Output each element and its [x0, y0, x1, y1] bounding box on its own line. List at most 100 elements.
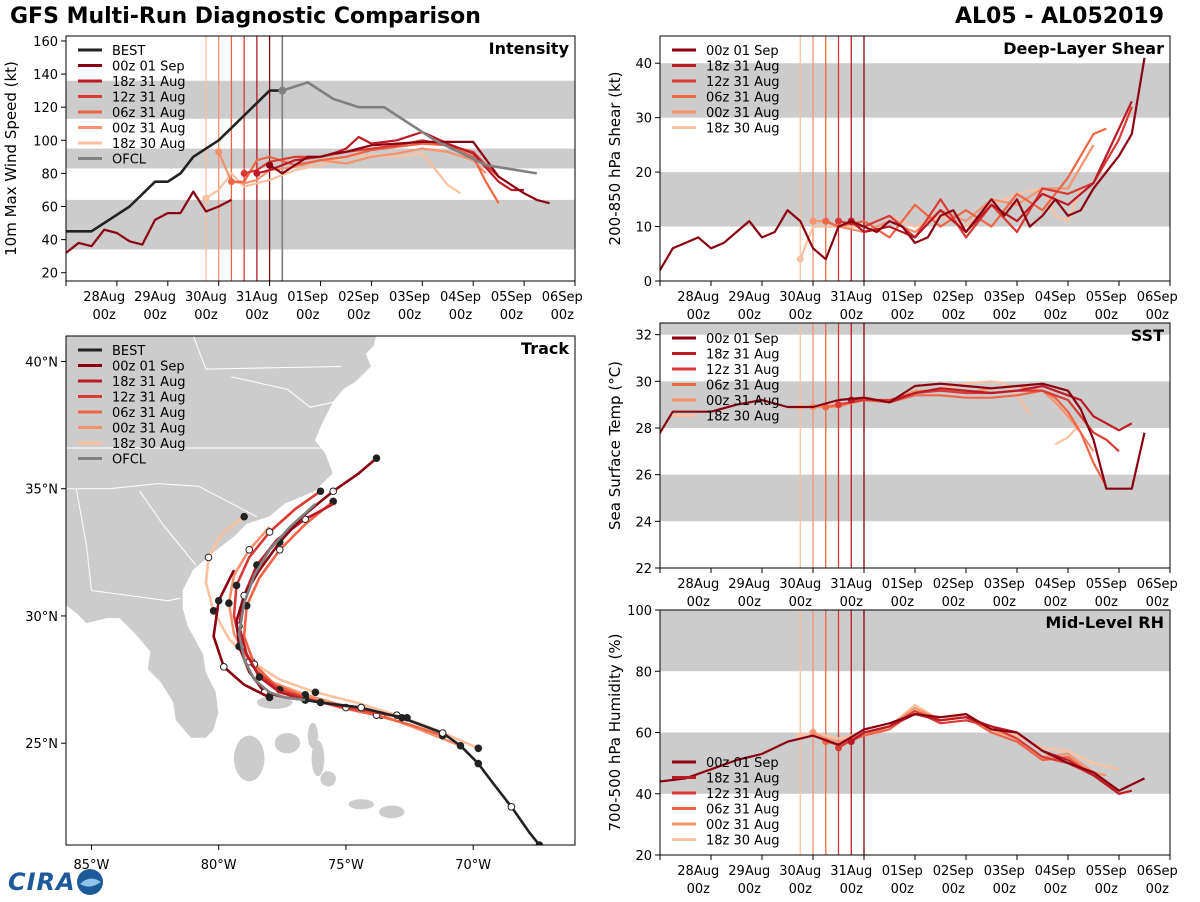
page-title: GFS Multi-Run Diagnostic Comparison: [10, 4, 481, 29]
rh-xtick-hour: 00z: [1044, 882, 1068, 897]
shear-series-line: [660, 57, 1146, 272]
rh-xtick-date: 02Sep: [933, 864, 974, 879]
sst-xtick-date: 01Sep: [882, 577, 923, 592]
track-legend-label: BEST: [112, 344, 145, 359]
cira-logo-text: CIRA: [8, 868, 76, 896]
rh-xtick-hour: 00z: [891, 882, 915, 897]
shear-legend-label: 00z 31 Aug: [706, 106, 780, 121]
sst-xtick-hour: 00z: [840, 595, 864, 610]
shear-ytick-label: 0: [644, 275, 652, 290]
shear-xtick-date: 30Aug: [779, 290, 821, 305]
intensity-ytick-label: 80: [41, 167, 58, 182]
intensity-series-line: [281, 81, 538, 175]
rh-shade-band: [660, 732, 1170, 794]
intensity-xtick-date: 31Aug: [236, 290, 278, 305]
state-border: [66, 483, 258, 518]
sst-ytick-label: 24: [635, 515, 652, 530]
sst-legend-label: 12z 31 Aug: [706, 363, 780, 378]
rh-init-point: [835, 744, 842, 752]
rh-xtick-date: 04Sep: [1035, 864, 1076, 879]
track-xtick-label: 70°W: [455, 858, 491, 873]
intensity-ytick-label: 40: [41, 234, 58, 249]
sst-xtick-hour: 00z: [789, 595, 813, 610]
intensity-xtick-hour: 00z: [500, 308, 524, 323]
shear-init-point: [809, 217, 817, 225]
shear-legend-label: 18z 30 Aug: [706, 122, 780, 137]
intensity-shade-band: [66, 199, 575, 250]
track-marker: [507, 803, 516, 811]
shear-title: Deep-Layer Shear: [1003, 39, 1164, 58]
intensity-xtick-date: 06Sep: [542, 290, 583, 305]
intensity-xtick-hour: 00z: [449, 308, 473, 323]
rh-xtick-hour: 00z: [687, 882, 711, 897]
sst-xtick-date: 28Aug: [677, 577, 719, 592]
sst-xtick-hour: 00z: [1044, 595, 1068, 610]
intensity-ytick-label: 160: [33, 35, 58, 50]
track-marker: [474, 759, 483, 768]
track-marker: [438, 729, 447, 737]
island: [256, 696, 293, 709]
intensity-ytick-label: 120: [33, 101, 58, 116]
track-xtick-label: 75°W: [328, 858, 364, 873]
track-xtick-label: 85°W: [73, 858, 109, 873]
track-line: [237, 503, 317, 702]
sst-xtick-date: 29Aug: [728, 577, 770, 592]
sst-panel: 22 24 26 28 30 32 28Aug 00z 29Aug 00z 30Aug 00z 31Au…: [606, 322, 1178, 610]
sst-legend-label: 00z 31 Aug: [706, 394, 780, 409]
rh-ytick-label: 100: [627, 604, 652, 619]
rh-series-line: [660, 712, 1145, 792]
intensity-xtick-date: 02Sep: [338, 290, 379, 305]
track-line: [212, 569, 271, 699]
sst-xtick-hour: 00z: [1146, 595, 1170, 610]
track-title: Track: [521, 339, 569, 358]
shear-ytick-label: 30: [635, 112, 652, 127]
intensity-ytick-label: 60: [41, 201, 58, 216]
track-marker: [316, 487, 325, 496]
intensity-legend-label: 12z 31 Aug: [112, 91, 186, 106]
rh-ytick-label: 40: [635, 788, 652, 803]
intensity-xtick-hour: 00z: [398, 308, 422, 323]
rh-plot-area: [660, 610, 1170, 855]
rh-xtick-hour: 00z: [840, 882, 864, 897]
sst-series-line: [851, 384, 1133, 432]
track-marker: [275, 545, 284, 554]
rh-shade-band: [660, 610, 1170, 672]
intensity-legend-label: 06z 31 Aug: [112, 106, 186, 121]
track-marker: [398, 713, 406, 722]
track-marker: [240, 512, 248, 521]
island: [307, 722, 318, 749]
rh-ytick-label: 60: [635, 727, 652, 742]
shear-shade-band: [660, 172, 1170, 227]
intensity-xtick-date: 29Aug: [134, 290, 176, 305]
track-marker: [265, 528, 274, 536]
shear-xtick-date: 04Sep: [1035, 290, 1076, 305]
rh-series-line: [850, 712, 1133, 795]
track-marker: [535, 841, 544, 845]
intensity-legend-label: 18z 31 Aug: [112, 75, 186, 90]
track-marker: [474, 744, 483, 753]
intensity-init-point: [202, 194, 210, 202]
shear-xtick-date: 05Sep: [1086, 290, 1127, 305]
track-legend-label: OFCL: [112, 453, 147, 468]
intensity-init-point: [227, 178, 235, 186]
rh-xtick-hour: 00z: [789, 882, 813, 897]
sst-init-point: [644, 413, 651, 420]
sst-ytick-label: 22: [635, 562, 652, 577]
intensity-xtick-date: 03Sep: [389, 290, 430, 305]
track-legend-label: 12z 31 Aug: [112, 391, 186, 406]
shear-xtick-hour: 00z: [687, 308, 711, 323]
shear-panel: 0 10 20 30 40 28Aug 00z 29Aug 00z 30Aug 00z 31Aug 00…: [606, 35, 1178, 323]
state-border: [139, 490, 197, 566]
track-ytick-label: 35°N: [25, 483, 58, 498]
rh-init-point: [847, 738, 855, 746]
track-legend-label: 06z 31 Aug: [112, 406, 186, 421]
state-border: [192, 336, 341, 370]
rh-ytick-label: 80: [635, 665, 652, 680]
rh-xtick-date: 28Aug: [677, 864, 719, 879]
sst-xtick-date: 06Sep: [1137, 577, 1178, 592]
track-panel: 25°N 30°N 35°N 40°N 85°W 80°W 75°W 70°W Track BES…: [25, 335, 576, 873]
intensity-ytick-label: 20: [41, 267, 58, 282]
intensity-panel: 20 40 60 80 100 120 140 160 28Aug 00z 29Aug 00z 30Au…: [2, 35, 583, 323]
shear-init-point: [644, 267, 651, 274]
intensity-xtick-date: 30Aug: [185, 290, 227, 305]
